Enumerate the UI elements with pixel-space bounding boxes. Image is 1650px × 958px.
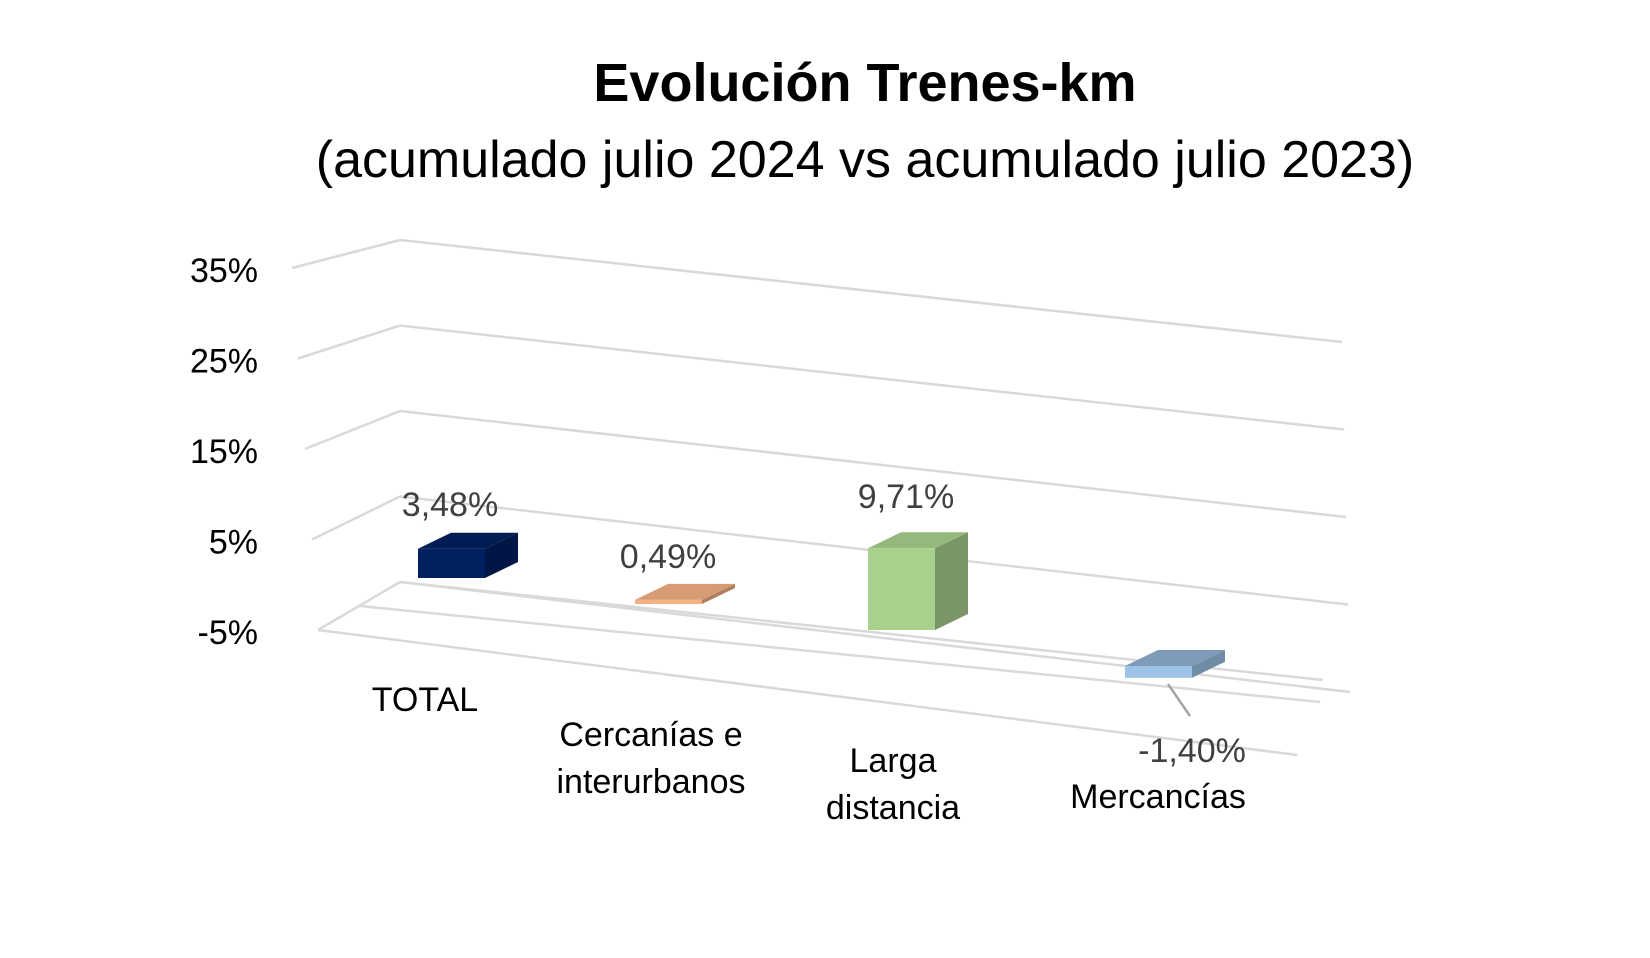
gridline — [399, 409, 1347, 519]
gridline-side — [311, 495, 401, 541]
bar-side — [485, 532, 518, 578]
bar-top — [1125, 650, 1225, 666]
floor-line — [359, 604, 1321, 704]
y-tick-label: -5% — [198, 614, 258, 652]
bar — [418, 548, 485, 578]
y-tick-label: 15% — [190, 433, 258, 471]
gridline — [399, 238, 1343, 344]
x-tick-label: Mercancías — [1070, 778, 1246, 816]
bar-side — [702, 583, 735, 604]
gridline-side — [317, 580, 401, 632]
y-tick-label: 35% — [190, 252, 258, 290]
label-leader-line — [1166, 683, 1192, 717]
bar — [1125, 666, 1192, 678]
gridline — [399, 324, 1345, 431]
bar-top — [635, 583, 735, 600]
floor-front-edge — [317, 628, 1298, 757]
x-tick-label: distancia — [826, 789, 960, 827]
data-label: -1,40% — [1138, 732, 1246, 770]
y-tick-label: 5% — [209, 524, 258, 562]
bar-top — [418, 532, 518, 549]
data-label: 0,49% — [620, 538, 716, 576]
bar — [635, 599, 702, 604]
x-tick-label: TOTAL — [372, 681, 478, 719]
bar-top — [868, 532, 968, 549]
data-label: 3,48% — [402, 486, 498, 524]
gridline-side — [304, 409, 401, 451]
x-tick-label: Larga — [850, 742, 937, 780]
gridline-side — [291, 238, 401, 270]
bar-side — [1192, 650, 1225, 678]
gridline-side — [297, 324, 401, 360]
chart-title: Evolución Trenes-km — [593, 53, 1137, 113]
x-tick-label: Cercanías e — [559, 716, 742, 754]
bar-side — [935, 532, 968, 630]
chart-subtitle: (acumulado julio 2024 vs acumulado julio… — [315, 131, 1415, 189]
data-label: 9,71% — [858, 478, 954, 516]
y-tick-label: 25% — [190, 343, 258, 381]
bar — [868, 548, 935, 630]
x-tick-label: interurbanos — [556, 763, 745, 801]
